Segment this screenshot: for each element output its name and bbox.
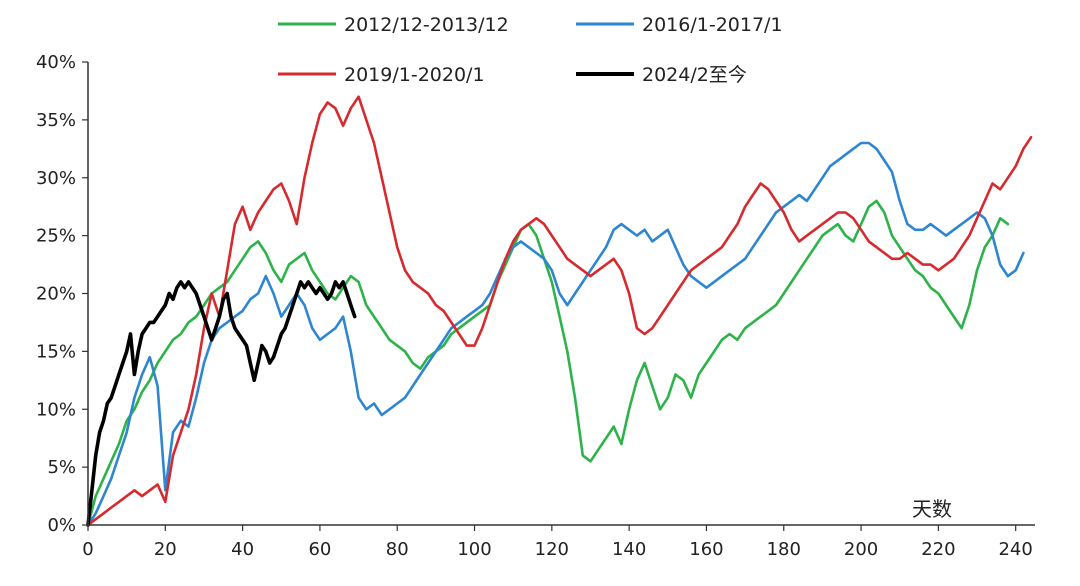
x-tick-label: 80 bbox=[386, 539, 409, 560]
x-tick-label: 60 bbox=[308, 539, 331, 560]
x-tick-label: 180 bbox=[767, 539, 801, 560]
x-tick-label: 200 bbox=[844, 539, 878, 560]
y-tick-label: 35% bbox=[36, 110, 76, 131]
series-line bbox=[86, 199, 1010, 527]
axes: 0% 5% 10% 15% 20% 25% 30% 35% 40% 0 20 40 60 80 100 12… bbox=[36, 52, 1035, 560]
x-axis-title: 天数 bbox=[912, 497, 952, 521]
x-tick-label: 100 bbox=[457, 539, 491, 560]
legend-label: 2019/1-2020/1 bbox=[344, 64, 485, 86]
series-line bbox=[86, 95, 1033, 527]
y-tick-label: 5% bbox=[47, 457, 76, 478]
y-tick-label: 15% bbox=[36, 341, 76, 362]
x-tick-label: 20 bbox=[154, 539, 177, 560]
y-tick-label: 0% bbox=[47, 515, 76, 536]
x-tick-label: 120 bbox=[535, 539, 569, 560]
x-tick-label: 140 bbox=[612, 539, 646, 560]
y-ticks: 0% 5% 10% 15% 20% 25% 30% 35% 40% bbox=[36, 52, 88, 536]
x-tick-label: 160 bbox=[689, 539, 723, 560]
x-ticks: 0 20 40 60 80 100 120 140 160 180 200 220 240 bbox=[82, 525, 1033, 560]
x-tick-label: 40 bbox=[231, 539, 254, 560]
y-tick-label: 30% bbox=[36, 168, 76, 189]
y-tick-label: 10% bbox=[36, 399, 76, 420]
x-tick-label: 0 bbox=[82, 539, 93, 560]
y-tick-label: 25% bbox=[36, 226, 76, 247]
y-tick-label: 40% bbox=[36, 52, 76, 73]
legend-label: 2016/1-2017/1 bbox=[642, 14, 783, 36]
legend-label: 2012/12-2013/12 bbox=[344, 14, 509, 36]
y-tick-label: 20% bbox=[36, 284, 76, 305]
legend-label: 2024/2至今 bbox=[642, 64, 747, 86]
x-tick-label: 220 bbox=[921, 539, 955, 560]
series-line bbox=[86, 141, 1025, 527]
series-line bbox=[86, 280, 357, 527]
legend: 2012/12-2013/12 2016/1-2017/1 2019/1-2020/… bbox=[278, 14, 783, 86]
series-layer bbox=[86, 95, 1033, 527]
x-tick-label: 240 bbox=[998, 539, 1032, 560]
